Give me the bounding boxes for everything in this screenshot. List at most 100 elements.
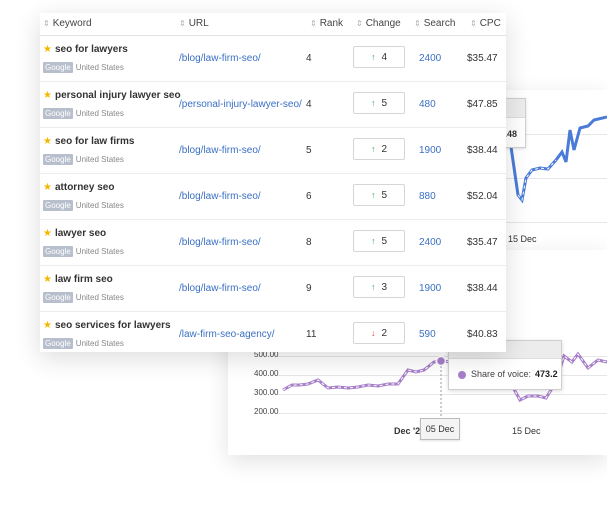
tooltip-value: 473.2 — [535, 369, 558, 379]
column-header-search[interactable]: ⇕ Search — [414, 18, 456, 29]
search-volume-link[interactable]: 2400 — [419, 237, 442, 248]
google-badge: Google — [43, 154, 73, 165]
keyword-cell: ★ personal injury lawyer seo — [43, 90, 181, 101]
cpc-cell: $35.47 — [467, 237, 498, 248]
google-badge: Google — [43, 292, 73, 303]
search-engine-info: Google United States — [43, 62, 124, 73]
change-value: 5 — [381, 190, 388, 201]
arrow-up-icon: ↑ — [370, 144, 376, 154]
arrow-up-icon: ↑ — [370, 52, 376, 62]
x-axis-label: Dec '22 — [394, 426, 426, 436]
table-row[interactable]: ★ seo for lawyers Google United States/blog… — [40, 36, 506, 82]
change-badge: ↑ 5 — [353, 230, 405, 252]
star-icon[interactable]: ★ — [43, 228, 52, 239]
keyword-cell: ★ law firm seo — [43, 274, 113, 285]
column-header-url[interactable]: ⇕ URL — [179, 18, 209, 29]
rank-cell: 9 — [306, 283, 312, 294]
location-text: United States — [75, 109, 124, 118]
tooltip-value: 9.48 — [499, 129, 517, 139]
sort-icon: ⇕ — [43, 19, 50, 28]
google-badge: Google — [43, 338, 73, 349]
url-link[interactable]: /blog/law-firm-seo/ — [179, 191, 261, 202]
keyword-text: seo for law firms — [54, 136, 135, 147]
grid-line — [278, 413, 607, 414]
search-engine-info: Google United States — [43, 338, 124, 349]
url-link[interactable]: /blog/law-firm-seo/ — [179, 283, 261, 294]
star-icon[interactable]: ★ — [43, 274, 52, 285]
search-engine-info: Google United States — [43, 200, 124, 211]
change-badge: ↑ 2 — [353, 138, 405, 160]
sort-icon: ⇕ — [179, 19, 186, 28]
location-text: United States — [75, 247, 124, 256]
change-value: 5 — [381, 236, 388, 247]
search-engine-info: Google United States — [43, 154, 124, 165]
change-badge: ↑ 5 — [353, 92, 405, 114]
sort-icon: ⇕ — [310, 19, 317, 28]
table-row[interactable]: ★ seo services for lawyers Google United St… — [40, 312, 506, 352]
grid-line — [470, 222, 607, 223]
keyword-cell: ★ attorney seo — [43, 182, 114, 193]
star-icon[interactable]: ★ — [43, 320, 52, 331]
cpc-cell: $40.83 — [467, 329, 498, 340]
table-row[interactable]: ★ attorney seo Google United States/blog/la… — [40, 174, 506, 220]
google-badge: Google — [43, 62, 73, 73]
rank-cell: 4 — [306, 99, 312, 110]
keyword-text: seo services for lawyers — [54, 320, 171, 331]
change-value: 4 — [381, 52, 388, 63]
search-volume-link[interactable]: 1900 — [419, 145, 442, 156]
column-header-cpc[interactable]: ⇕ CPC — [470, 18, 501, 29]
star-icon[interactable]: ★ — [43, 182, 52, 193]
table-row[interactable]: ★ lawyer seo Google United States/blog/law-… — [40, 220, 506, 266]
keyword-rankings-table: ⇕ Keyword ⇕ URL ⇕ Rank ⇕ Change ⇕ Search ⇕ CPC… — [40, 13, 506, 352]
search-volume-link[interactable]: 590 — [419, 329, 436, 340]
arrow-up-icon: ↑ — [370, 98, 376, 108]
y-tick-label: 200.00 — [254, 407, 279, 416]
table-row[interactable]: ★ law firm seo Google United States/blog/la… — [40, 266, 506, 312]
x-axis-label: 15 Dec — [508, 234, 537, 244]
search-volume-link[interactable]: 480 — [419, 99, 436, 110]
sort-icon: ⇕ — [414, 19, 421, 28]
hover-x-label: 05 Dec — [420, 418, 460, 440]
table-row[interactable]: ★ seo for law firms Google United States/bl… — [40, 128, 506, 174]
grid-line — [278, 394, 607, 395]
star-icon[interactable]: ★ — [43, 44, 52, 55]
rank-cell: 6 — [306, 191, 312, 202]
cpc-cell: $38.44 — [467, 145, 498, 156]
url-link[interactable]: /blog/law-firm-seo/ — [179, 237, 261, 248]
search-volume-link[interactable]: 880 — [419, 191, 436, 202]
star-icon[interactable]: ★ — [43, 90, 52, 101]
sort-icon: ⇕ — [470, 19, 477, 28]
search-engine-info: Google United States — [43, 292, 124, 303]
search-volume-link[interactable]: 1900 — [419, 283, 442, 294]
url-link[interactable]: /law-firm-seo-agency/ — [179, 329, 275, 340]
keyword-text: seo for lawyers — [54, 44, 128, 55]
cpc-cell: $38.44 — [467, 283, 498, 294]
location-text: United States — [75, 155, 124, 164]
arrow-up-icon: ↑ — [370, 190, 376, 200]
search-volume-link[interactable]: 2400 — [419, 53, 442, 64]
series-dot-icon — [458, 371, 466, 379]
arrow-up-icon: ↑ — [370, 236, 376, 246]
cpc-cell: $47.85 — [467, 99, 498, 110]
change-value: 3 — [381, 282, 388, 293]
url-link[interactable]: /blog/law-firm-seo/ — [179, 53, 261, 64]
keyword-cell: ★ seo for lawyers — [43, 44, 128, 55]
rank-cell: 5 — [306, 145, 312, 156]
url-link[interactable]: /personal-injury-lawyer-seo/ — [179, 99, 302, 110]
star-icon[interactable]: ★ — [43, 136, 52, 147]
cpc-cell: $52.04 — [467, 191, 498, 202]
change-badge: ↑ 3 — [353, 276, 405, 298]
google-badge: Google — [43, 246, 73, 257]
rank-cell: 11 — [306, 329, 317, 340]
grid-line — [470, 134, 607, 135]
keyword-text: lawyer seo — [54, 228, 107, 239]
keyword-cell: ★ lawyer seo — [43, 228, 106, 239]
table-row[interactable]: ★ personal injury lawyer seo Google United … — [40, 82, 506, 128]
column-header-change[interactable]: ⇕ Change — [356, 18, 401, 29]
url-link[interactable]: /blog/law-firm-seo/ — [179, 145, 261, 156]
location-text: United States — [75, 293, 124, 302]
y-tick-label: 300.00 — [254, 388, 279, 397]
column-header-rank[interactable]: ⇕ Rank — [310, 18, 344, 29]
change-value: 2 — [381, 144, 388, 155]
column-header-keyword[interactable]: ⇕ Keyword — [43, 18, 92, 29]
